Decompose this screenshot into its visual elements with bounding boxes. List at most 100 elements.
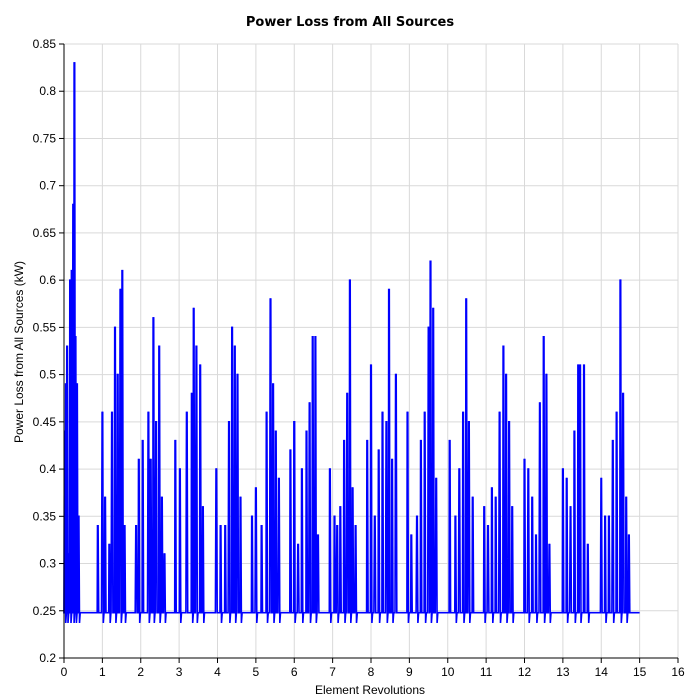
data-point bbox=[152, 317, 155, 319]
chart-title: Power Loss from All Sources bbox=[246, 15, 454, 30]
data-point bbox=[587, 543, 589, 546]
data-point bbox=[565, 477, 568, 480]
data-point bbox=[265, 411, 268, 414]
x-tick-label: 9 bbox=[406, 665, 413, 679]
data-point bbox=[346, 392, 349, 395]
data-point bbox=[505, 373, 507, 376]
data-point bbox=[429, 260, 432, 263]
data-point bbox=[66, 345, 68, 348]
data-point bbox=[420, 439, 422, 442]
data-point bbox=[349, 279, 351, 282]
data-point bbox=[391, 458, 393, 461]
data-point bbox=[579, 364, 581, 367]
data-point bbox=[462, 411, 464, 414]
data-point bbox=[149, 458, 152, 461]
data-point bbox=[604, 515, 606, 518]
data-point bbox=[487, 525, 489, 527]
data-point bbox=[272, 383, 274, 385]
data-point bbox=[511, 506, 513, 508]
data-point bbox=[625, 496, 627, 499]
data-point bbox=[297, 543, 299, 546]
data-point bbox=[562, 468, 564, 470]
data-point bbox=[388, 288, 390, 291]
data-point bbox=[343, 439, 345, 442]
series-group bbox=[63, 62, 640, 624]
data-point bbox=[535, 534, 537, 536]
data-point bbox=[465, 298, 468, 300]
data-point bbox=[123, 525, 126, 527]
x-ticks: 0 1 2 3 4 5 6 7 8 9 10 11 12 13 14 15 16 bbox=[61, 658, 685, 679]
y-tick-label: 0.5 bbox=[39, 368, 56, 382]
data-point bbox=[219, 525, 222, 527]
data-point bbox=[458, 468, 461, 470]
data-point bbox=[539, 402, 541, 404]
data-point bbox=[608, 515, 610, 518]
data-point bbox=[471, 496, 474, 499]
data-point bbox=[619, 279, 622, 282]
data-point bbox=[583, 364, 585, 367]
data-point bbox=[72, 203, 74, 206]
data-point bbox=[199, 364, 201, 367]
data-point bbox=[111, 411, 113, 414]
data-point bbox=[502, 345, 505, 348]
data-point bbox=[531, 496, 533, 499]
data-point bbox=[351, 487, 354, 489]
x-tick-label: 6 bbox=[291, 665, 298, 679]
x-tick-label: 0 bbox=[61, 665, 68, 679]
data-point bbox=[69, 279, 71, 282]
data-point bbox=[410, 534, 413, 536]
y-tick-label: 0.55 bbox=[33, 320, 57, 334]
data-point bbox=[385, 421, 388, 423]
series-line bbox=[63, 62, 640, 624]
data-point bbox=[329, 468, 331, 470]
data-point bbox=[432, 307, 435, 310]
x-tick-label: 4 bbox=[214, 665, 221, 679]
x-tick-label: 11 bbox=[480, 665, 493, 679]
data-point bbox=[339, 506, 342, 508]
x-tick-label: 1 bbox=[99, 665, 106, 679]
data-point bbox=[336, 525, 339, 527]
data-point bbox=[354, 525, 357, 527]
y-axis-label: Power Loss from All Sources (kW) bbox=[12, 261, 26, 443]
y-tick-label: 0.65 bbox=[33, 226, 57, 240]
data-point bbox=[545, 373, 548, 376]
data-point bbox=[305, 430, 308, 433]
data-point bbox=[275, 430, 277, 433]
data-point bbox=[577, 364, 579, 367]
data-point bbox=[179, 468, 181, 470]
x-tick-label: 7 bbox=[329, 665, 336, 679]
data-point bbox=[161, 496, 163, 499]
data-point bbox=[202, 506, 204, 508]
data-point bbox=[435, 477, 438, 480]
data-point bbox=[239, 496, 242, 499]
data-point bbox=[508, 421, 510, 423]
data-point bbox=[101, 411, 104, 414]
data-point bbox=[116, 373, 119, 376]
y-tick-label: 0.45 bbox=[33, 415, 57, 429]
data-point bbox=[498, 411, 501, 414]
data-point bbox=[192, 307, 195, 310]
y-ticks: 0.2 0.25 0.3 0.35 0.4 0.45 0.5 0.55 0.6 0.65 0.7 0.… bbox=[33, 37, 64, 665]
data-point bbox=[65, 383, 67, 385]
x-tick-label: 10 bbox=[441, 665, 455, 679]
x-tick-label: 13 bbox=[556, 665, 570, 679]
data-point bbox=[135, 525, 137, 527]
data-point bbox=[542, 336, 545, 338]
data-point bbox=[427, 326, 430, 329]
data-point bbox=[314, 336, 317, 338]
data-point bbox=[289, 449, 292, 452]
data-point bbox=[317, 534, 319, 536]
data-point bbox=[548, 543, 551, 546]
y-tick-label: 0.85 bbox=[33, 37, 57, 51]
data-point bbox=[269, 298, 272, 300]
y-tick-label: 0.3 bbox=[39, 557, 56, 571]
y-tick-label: 0.35 bbox=[33, 509, 57, 523]
data-point bbox=[612, 439, 614, 442]
data-point bbox=[311, 336, 314, 338]
data-point bbox=[308, 402, 311, 404]
data-point bbox=[224, 525, 226, 527]
data-point bbox=[523, 458, 526, 461]
data-point bbox=[73, 62, 76, 64]
data-point bbox=[494, 496, 497, 499]
